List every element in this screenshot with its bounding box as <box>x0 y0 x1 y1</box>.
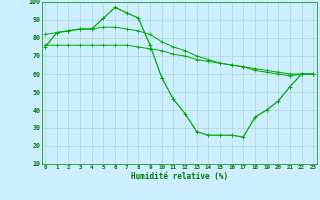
X-axis label: Humidité relative (%): Humidité relative (%) <box>131 172 228 181</box>
